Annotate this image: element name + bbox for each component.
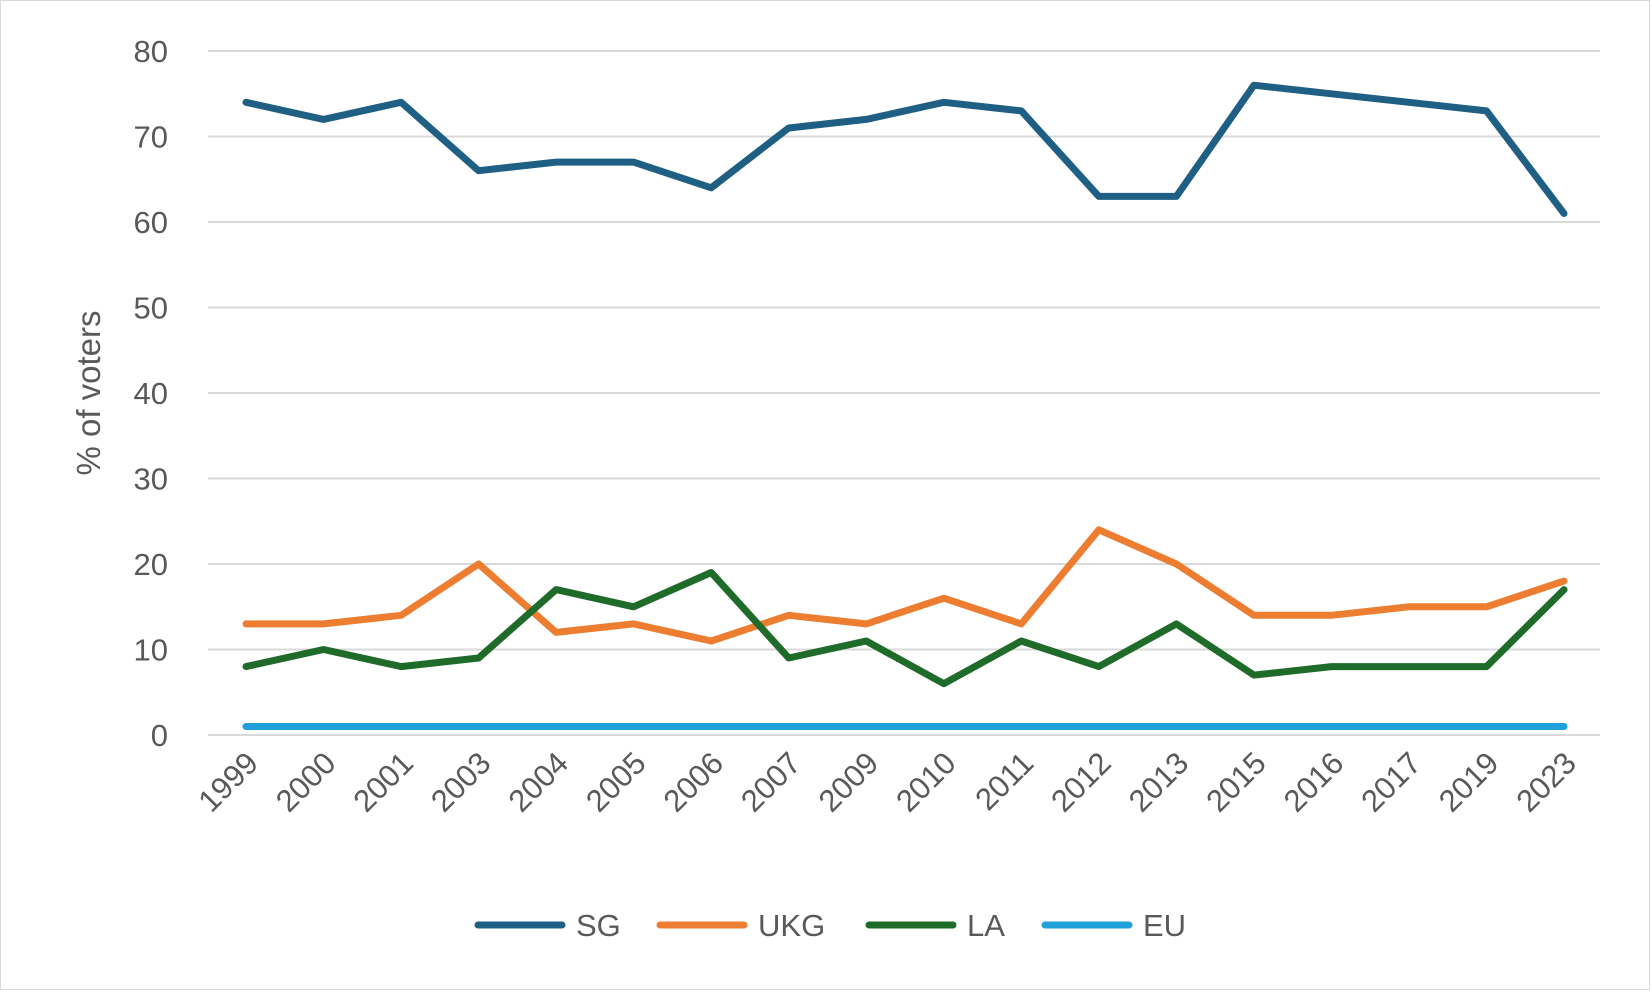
y-tick-label: 50	[134, 291, 168, 326]
x-tick-label: 2004	[502, 745, 576, 819]
x-tick-label: 2017	[1354, 745, 1428, 819]
y-tick-label: 80	[134, 34, 168, 69]
x-tick-label: 2012	[1044, 745, 1118, 819]
x-tick-label: 2013	[1122, 745, 1196, 819]
x-tick-label: 2019	[1432, 745, 1506, 819]
x-tick-label: 2023	[1509, 745, 1583, 819]
legend: SG UKG LA EU	[474, 908, 1186, 943]
y-axis-title: % of voters	[70, 310, 107, 475]
x-tick-label: 2016	[1277, 745, 1351, 819]
x-tick-label: 2001	[346, 745, 420, 819]
y-tick-label: 70	[134, 120, 168, 155]
y-tick-label: 20	[134, 547, 168, 582]
legend-label-eu: EU	[1143, 908, 1186, 943]
y-tick-label: 60	[134, 205, 168, 240]
x-tick-label: 2009	[812, 745, 886, 819]
y-tick-label: 40	[134, 376, 168, 411]
x-tick-label: 2006	[657, 745, 731, 819]
y-tick-label: 30	[134, 462, 168, 497]
legend-label-ukg: UKG	[758, 908, 825, 943]
legend-label-la: LA	[967, 908, 1005, 943]
series-line-sg	[242, 81, 1568, 217]
series-line-ukg	[242, 526, 1568, 645]
gridlines	[208, 50, 1600, 736]
x-tick-label: 2000	[269, 745, 343, 819]
y-tick-label: 0	[151, 718, 168, 753]
x-tick-label: 2010	[889, 745, 963, 819]
x-tick-label: 1999	[191, 745, 265, 819]
x-tick-label: 2005	[579, 745, 653, 819]
y-axis-ticks: 0 10 20 30 40 50 60 70 80	[134, 34, 168, 753]
x-tick-label: 2015	[1199, 745, 1273, 819]
x-tick-label: 2007	[734, 745, 808, 819]
x-axis-ticks: 1999 2000 2001 2003 2004 2005 2006 2007 2009 2010…	[191, 745, 1583, 819]
x-tick-label: 2003	[424, 745, 498, 819]
legend-label-sg: SG	[576, 908, 621, 943]
series-lines	[242, 81, 1568, 730]
series-line-la	[242, 569, 1568, 688]
x-tick-label: 2011	[968, 745, 1040, 817]
y-tick-label: 10	[134, 633, 168, 668]
